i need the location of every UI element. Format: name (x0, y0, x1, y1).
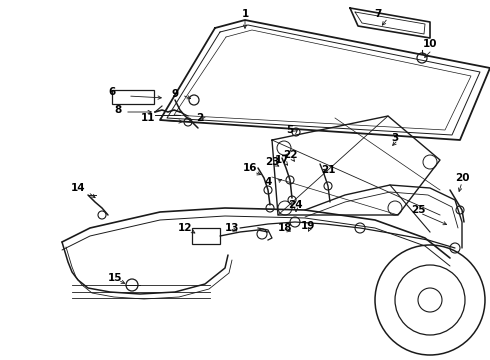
Bar (112, 90, 154, 104)
Text: 3: 3 (392, 133, 399, 143)
Text: 18: 18 (278, 223, 292, 233)
Text: 11: 11 (141, 113, 155, 123)
Text: 17: 17 (275, 155, 289, 165)
Text: 21: 21 (321, 165, 335, 175)
Bar (192, 228, 220, 244)
Text: 16: 16 (243, 163, 257, 173)
Text: 7: 7 (374, 9, 382, 19)
Text: 1: 1 (242, 9, 248, 19)
Text: 25: 25 (411, 205, 425, 215)
Text: 15: 15 (108, 273, 122, 283)
Text: 5: 5 (286, 125, 294, 135)
Text: 8: 8 (114, 105, 122, 115)
Text: 14: 14 (71, 183, 85, 193)
Text: 22: 22 (283, 150, 297, 160)
Text: 10: 10 (423, 39, 437, 49)
Text: 13: 13 (225, 223, 239, 233)
Text: 2: 2 (196, 113, 204, 123)
Text: 20: 20 (455, 173, 469, 183)
Text: 6: 6 (108, 87, 116, 97)
Text: 4: 4 (264, 177, 271, 187)
Text: 9: 9 (172, 89, 178, 99)
Text: 12: 12 (178, 223, 192, 233)
Text: 19: 19 (301, 221, 315, 231)
Text: 24: 24 (288, 200, 302, 210)
Text: 23: 23 (265, 157, 279, 167)
